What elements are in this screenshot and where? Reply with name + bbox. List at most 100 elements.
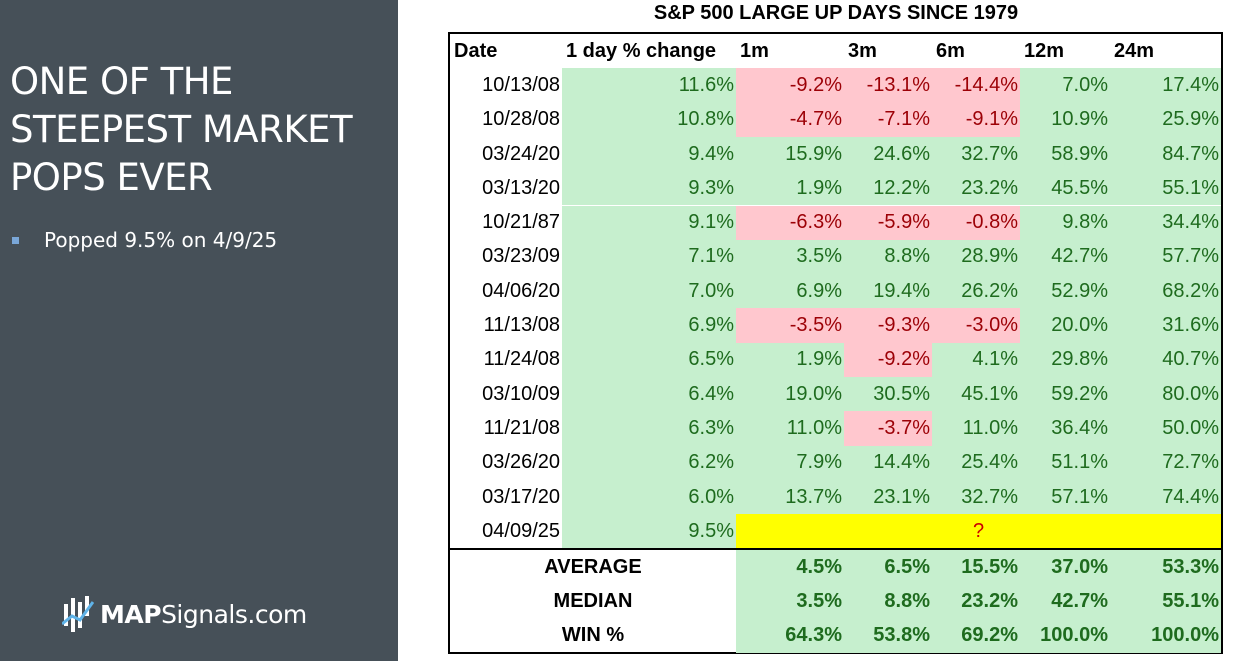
cell-1m: 7.9% (736, 445, 844, 480)
summary-3m: 6.5% (844, 550, 932, 585)
cell-1day: 6.3% (562, 411, 736, 446)
cell-24m: 17.4% (1110, 68, 1221, 103)
up-days-table: Date 1 day % change 1m 3m 6m 12m 24m 10/… (448, 32, 1223, 654)
header-6m: 6m (936, 39, 965, 62)
header-12m: 12m (1024, 39, 1065, 62)
summary-3m: 8.8% (844, 584, 932, 619)
cell-1m: 6.9% (736, 274, 844, 309)
cell-date: 04/09/25 (482, 519, 560, 542)
summary-6m: 15.5% (932, 550, 1020, 585)
cell-1m: -9.2% (736, 68, 844, 103)
cell-pending-returns: ? (736, 514, 1221, 549)
summary-label: MEDIAN (553, 589, 633, 612)
cell-1day: 10.8% (562, 102, 736, 137)
cell-1m: -4.7% (736, 102, 844, 137)
cell-3m: -9.3% (844, 308, 932, 343)
cell-12m: 58.9% (1020, 136, 1110, 172)
summary-12m: 42.7% (1020, 584, 1110, 619)
cell-24m: 80.0% (1110, 377, 1221, 412)
cell-date: 10/21/87 (482, 211, 560, 234)
summary-3m: 53.8% (844, 618, 932, 653)
cell-date: 03/10/09 (482, 382, 560, 405)
headline: ONE OF THE STEEPEST MARKET POPS EVER (10, 58, 390, 202)
cell-6m: 23.2% (932, 171, 1020, 206)
cell-1m: -3.5% (736, 308, 844, 343)
cell-6m: -3.0% (932, 308, 1020, 343)
table-title: S&P 500 LARGE UP DAYS SINCE 1979 (653, 2, 1019, 24)
table-row: 03/13/20 9.3% 1.9% 12.2% 23.2% 45.5% 55.1% (450, 171, 1221, 206)
left-panel: ONE OF THE STEEPEST MARKET POPS EVER Pop… (0, 0, 398, 661)
summary-12m: 100.0% (1020, 618, 1110, 653)
table-row: 03/26/20 6.2% 7.9% 14.4% 25.4% 51.1% 72.7% (450, 445, 1221, 480)
summary-6m: 69.2% (932, 618, 1020, 653)
table-row: 03/24/20 9.4% 15.9% 24.6% 32.7% 58.9% 84.7% (450, 136, 1221, 172)
cell-1day: 6.4% (562, 377, 736, 412)
cell-24m: 84.7% (1110, 136, 1221, 172)
cell-1m: 15.9% (736, 136, 844, 172)
cell-date: 11/24/08 (483, 348, 560, 371)
cell-date: 03/13/20 (482, 176, 560, 199)
logo-brand: MAP (100, 599, 162, 629)
table-row: 03/17/20 6.0% 13.7% 23.1% 32.7% 57.1% 74.4% (450, 479, 1221, 515)
headline-line-3: POPS EVER (10, 156, 213, 199)
cell-1day: 7.1% (562, 239, 736, 275)
table-row: 11/21/08 6.3% 11.0% -3.7% 11.0% 36.4% 50.0% (450, 411, 1221, 446)
cell-6m: -0.8% (932, 205, 1020, 240)
cell-24m: 74.4% (1110, 479, 1221, 515)
cell-1day: 11.6% (562, 68, 736, 103)
mapsignals-logo: MAP Signals.com (62, 594, 307, 634)
cell-3m: -3.7% (844, 411, 932, 446)
bullet-point: Popped 9.5% on 4/9/25 (12, 228, 277, 252)
header-24m: 24m (1114, 39, 1155, 62)
cell-6m: 32.7% (932, 136, 1020, 172)
summary-1m: 64.3% (736, 618, 844, 653)
cell-1day: 6.5% (562, 342, 736, 377)
cell-3m: 12.2% (844, 171, 932, 206)
cell-1m: 11.0% (736, 411, 844, 446)
cell-1day: 9.5% (562, 514, 736, 549)
table-header-row: Date 1 day % change 1m 3m 6m 12m 24m (450, 34, 1221, 68)
table-row-current: 04/09/25 9.5%? (450, 514, 1221, 549)
table-row: 11/24/08 6.5% 1.9% -9.2% 4.1% 29.8% 40.7% (450, 342, 1221, 377)
summary-12m: 37.0% (1020, 550, 1110, 585)
summary-label: WIN % (561, 624, 625, 647)
cell-1day: 9.3% (562, 171, 736, 206)
cell-6m: 45.1% (932, 377, 1020, 412)
cell-12m: 9.8% (1020, 205, 1110, 240)
summary-divider (450, 548, 1221, 550)
cell-6m: 11.0% (932, 411, 1020, 446)
cell-12m: 45.5% (1020, 171, 1110, 206)
cell-3m: -7.1% (844, 102, 932, 137)
cell-1day: 9.4% (562, 136, 736, 172)
cell-1day: 6.2% (562, 445, 736, 480)
header-1day: 1 day % change (566, 39, 717, 62)
cell-date: 11/13/08 (483, 314, 560, 337)
cell-6m: 32.7% (932, 479, 1020, 515)
cell-6m: 26.2% (932, 274, 1020, 309)
cell-3m: -9.2% (844, 342, 932, 377)
cell-1m: 13.7% (736, 479, 844, 515)
cell-1m: 19.0% (736, 377, 844, 412)
summary-24m: 100.0% (1110, 618, 1221, 653)
cell-1m: 1.9% (736, 171, 844, 206)
cell-12m: 36.4% (1020, 411, 1110, 446)
summary-1m: 3.5% (736, 584, 844, 619)
cell-1day: 7.0% (562, 274, 736, 309)
cell-24m: 31.6% (1110, 308, 1221, 343)
cell-12m: 20.0% (1020, 308, 1110, 343)
headline-line-2: STEEPEST MARKET (10, 108, 353, 151)
cell-1m: 3.5% (736, 239, 844, 275)
cell-6m: 25.4% (932, 445, 1020, 480)
cell-12m: 29.8% (1020, 342, 1110, 377)
cell-12m: 57.1% (1020, 479, 1110, 515)
cell-date: 10/28/08 (482, 108, 560, 131)
cell-24m: 34.4% (1110, 205, 1221, 240)
table-row: 03/10/09 6.4% 19.0% 30.5% 45.1% 59.2% 80.0% (450, 377, 1221, 412)
cell-24m: 25.9% (1110, 102, 1221, 137)
cell-3m: 8.8% (844, 239, 932, 275)
cell-24m: 68.2% (1110, 274, 1221, 309)
cell-1day: 6.9% (562, 308, 736, 343)
cell-12m: 52.9% (1020, 274, 1110, 309)
cell-12m: 51.1% (1020, 445, 1110, 480)
cell-date: 03/26/20 (482, 451, 560, 474)
